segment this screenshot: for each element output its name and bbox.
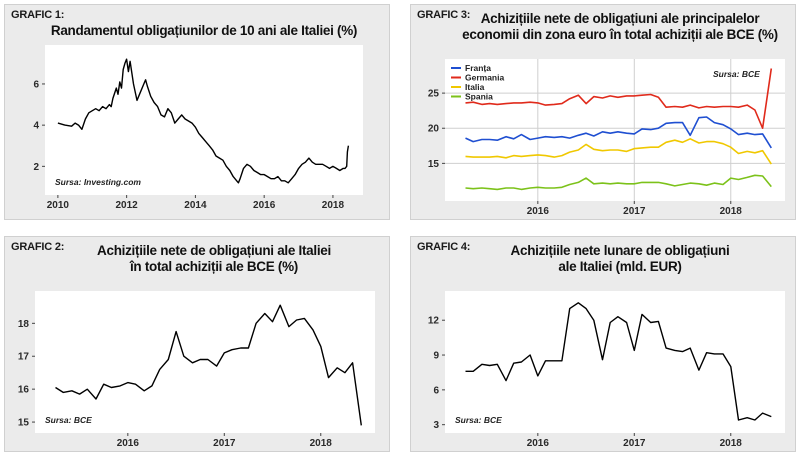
x-tick-label: 2016 <box>527 206 550 217</box>
x-tick-label: 2018 <box>322 200 345 211</box>
chart-tag: GRAFIC 1: <box>11 9 65 21</box>
chart-title: Randamentul obligațiunilor de 10 ani ale… <box>50 23 358 38</box>
chart-panel-2: GRAFIC 2: Achizițiile nete de obligațiun… <box>4 236 390 452</box>
y-tick-label: 25 <box>428 89 440 100</box>
source-label: Sursa: BCE <box>713 69 760 79</box>
plot-area: Sursa: BCE <box>445 291 785 433</box>
y-tick-label: 6 <box>433 385 439 396</box>
y-tick-label: 18 <box>18 319 30 330</box>
chart-title-line: Achizițiile nete de obligațiuni ale Ital… <box>97 243 331 258</box>
x-tick-label: 2016 <box>117 438 140 449</box>
series-line-1 <box>465 302 772 421</box>
chart-panel-1: GRAFIC 1: Randamentul obligațiunilor de … <box>4 4 390 220</box>
chart-svg-4: Sursa: BCE <box>455 302 772 425</box>
legend-label: Italia <box>465 82 485 92</box>
chart-tag: GRAFIC 2: <box>11 241 65 253</box>
chart-tag: GRAFIC 3: <box>417 9 471 21</box>
series-line-germania <box>465 68 773 129</box>
y-tick-label: 17 <box>18 352 30 363</box>
series-line-franța <box>465 116 772 149</box>
chart-tag: GRAFIC 4: <box>417 241 471 253</box>
series-line-italia <box>465 138 772 165</box>
plot-area: Sursa: BCE Franța Germania Italia Spania <box>445 59 785 201</box>
x-tick-label: 2017 <box>213 438 236 449</box>
y-tick-label: 16 <box>18 385 30 396</box>
x-tick-label: 2014 <box>184 200 207 211</box>
legend-label: Germania <box>465 73 504 83</box>
x-tick-label: 2016 <box>527 438 550 449</box>
y-tick-label: 6 <box>33 79 39 90</box>
x-tick-label: 2010 <box>47 200 70 211</box>
x-tick-label: 2017 <box>623 438 646 449</box>
y-tick-label: 3 <box>433 420 439 431</box>
series-line-1 <box>57 58 350 184</box>
chart-title-line: ale Italiei (mld. EUR) <box>558 259 682 274</box>
x-tick-label: 2016 <box>253 200 276 211</box>
y-tick-label: 12 <box>428 316 440 327</box>
x-tick-label: 2017 <box>623 206 646 217</box>
series-line-spania <box>465 174 772 191</box>
y-tick-label: 15 <box>18 418 30 429</box>
legend-label: Franța <box>465 63 491 73</box>
chart-svg-1: Sursa: Investing.com <box>55 58 350 187</box>
series-line-1 <box>55 304 362 426</box>
y-tick-label: 15 <box>428 159 440 170</box>
chart-title-line: în total achiziții ale BCE (%) <box>129 259 299 274</box>
source-label: Sursa: BCE <box>455 415 502 425</box>
chart-panel-3: GRAFIC 3: Achizițiile nete de obligațiun… <box>410 4 796 220</box>
y-tick-label: 4 <box>33 121 39 132</box>
x-tick-label: 2018 <box>720 206 743 217</box>
chart-title: Achizițiile nete de obligațiuni ale prin… <box>451 11 789 43</box>
source-label: Sursa: BCE <box>45 415 92 425</box>
y-tick-label: 20 <box>428 124 440 135</box>
legend-label: Spania <box>465 92 493 102</box>
chart-title-line: Achizițiile nete lunare de obligațiuni <box>510 243 730 258</box>
chart-panel-4: GRAFIC 4: Achizițiile nete lunare de obl… <box>410 236 796 452</box>
chart-title-line: economii din zona euro în total achiziți… <box>462 27 778 42</box>
y-tick-label: 9 <box>433 351 439 362</box>
x-tick-label: 2012 <box>116 200 139 211</box>
x-tick-label: 2018 <box>310 438 333 449</box>
chart-title: Achizițiile nete lunare de obligațiuni a… <box>451 243 789 275</box>
chart-title-line: Achizițiile nete de obligațiuni ale prin… <box>480 11 760 26</box>
source-label: Sursa: Investing.com <box>55 177 141 187</box>
plot-area: Sursa: BCE <box>35 291 375 433</box>
y-tick-label: 2 <box>33 162 39 173</box>
chart-title: Achizițiile nete de obligațiuni ale Ital… <box>45 243 383 275</box>
x-tick-label: 2018 <box>720 438 743 449</box>
plot-area: Sursa: Investing.com <box>45 45 363 195</box>
chart-svg-2: Sursa: BCE <box>45 304 362 426</box>
